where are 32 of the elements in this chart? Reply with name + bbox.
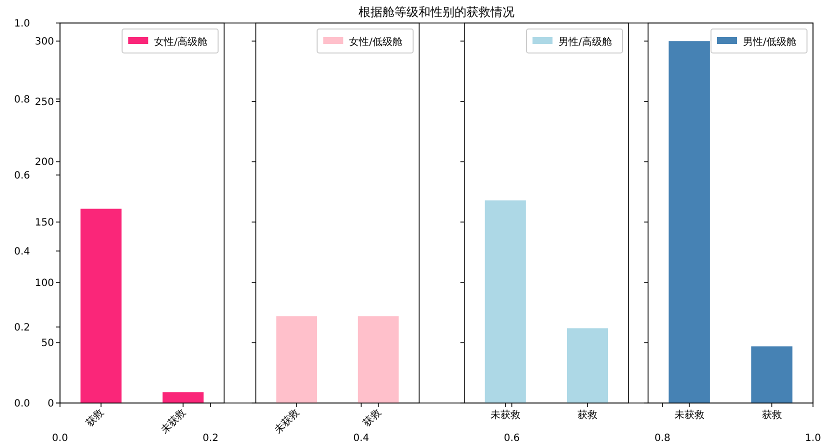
x-tick-label: 0.4 [353, 433, 370, 444]
y-tick-label: 200 [34, 157, 54, 168]
y-tick-label: 0.0 [14, 398, 30, 410]
x-tick-label: 未获救 [272, 406, 302, 436]
y-tick-label: 0.4 [14, 246, 30, 258]
y-tick-label: 100 [34, 278, 54, 289]
x-tick-label: 获救 [360, 406, 384, 430]
x-tick-label: 未获救 [674, 409, 704, 421]
x-tick-label: 0.6 [504, 433, 520, 444]
x-tick-label: 获救 [577, 409, 598, 421]
y-tick-label: 0.2 [14, 322, 30, 334]
y-tick-label: 250 [34, 96, 54, 108]
x-tick-label: 1.0 [805, 433, 821, 444]
chart-title: 根据舱等级和性别的获救情况 [358, 5, 514, 19]
x-tick-label: 未获救 [158, 406, 188, 436]
y-tick-label: 0.6 [14, 170, 30, 182]
x-tick-label: 0.0 [52, 433, 68, 444]
legend-label: 女性/低级舱 [349, 36, 403, 48]
legend-label: 女性/高级舱 [154, 36, 208, 48]
y-tick-label: 0.8 [14, 94, 30, 106]
y-tick-label: 150 [34, 218, 54, 229]
y-tick-label: 1.0 [14, 18, 30, 30]
legend-label: 男性/高级舱 [558, 36, 612, 48]
legend-label: 男性/低级舱 [743, 36, 796, 48]
y-tick-label: 0 [48, 398, 54, 410]
x-tick-label: 0.2 [202, 433, 219, 444]
x-tick-label: 0.8 [654, 433, 670, 444]
x-tick-label: 获救 [762, 409, 782, 421]
y-tick-label: 300 [34, 36, 54, 48]
y-tick-label: 50 [41, 338, 54, 350]
x-tick-label: 获救 [84, 406, 106, 430]
x-tick-label: 未获救 [490, 409, 520, 421]
